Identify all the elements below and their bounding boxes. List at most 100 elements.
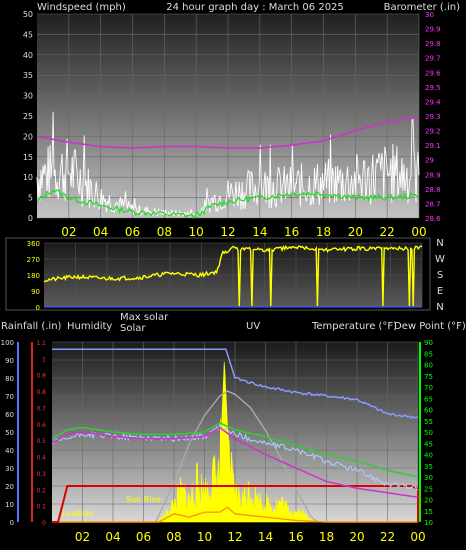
direction-tick-label: 180 — [27, 272, 40, 280]
max-solar-label: Max solar — [120, 312, 169, 323]
windspeed-axis-label: Windspeed (mph) — [37, 2, 126, 13]
windspeed-tick-label: 0 — [28, 214, 33, 223]
windspeed-tick-label: 40 — [23, 51, 33, 60]
windspeed-tick-label: 10 — [23, 173, 33, 182]
humidity-axis-label: Humidity — [67, 321, 112, 332]
compass-label: S — [437, 270, 443, 281]
rainfall-tick-label: 1 — [42, 356, 46, 363]
rainfall-tick-label: 0.2 — [36, 487, 46, 494]
hour-tick-label: 02 — [75, 530, 90, 544]
humidity-tick-label: 0 — [10, 519, 14, 527]
compass-label: W — [435, 254, 445, 265]
hour-tick-label: 22 — [380, 530, 395, 544]
barometer-tick-label: 29.8 — [425, 40, 441, 48]
temperature-line — [51, 422, 419, 478]
humidity-tick-label: 10 — [5, 501, 14, 509]
temperature-tick-label: 55 — [424, 418, 433, 426]
windspeed-tick-label: 45 — [23, 30, 33, 39]
barometer-tick-label: 28.9 — [425, 171, 441, 179]
temperature-tick-label: 90 — [424, 339, 433, 347]
wind-series — [36, 111, 420, 220]
direction-gridlines — [44, 242, 423, 308]
temperature-axis-label: Temperature (°F) — [311, 321, 397, 332]
temperature-tick-label: 35 — [424, 463, 433, 471]
hour-tick-label: 06 — [136, 530, 151, 544]
direction-series — [43, 244, 423, 307]
hour-tick-label: 16 — [284, 225, 299, 239]
dew-point-line — [51, 426, 419, 499]
rainfall-tick-label: 0 — [42, 520, 46, 527]
barometer-tick-label: 29.4 — [425, 98, 441, 106]
compass-label: N — [436, 238, 443, 249]
barometer-tick-label: 29.5 — [425, 84, 441, 92]
windspeed-tick-label: 35 — [23, 71, 33, 80]
rainfall-tick-label: 0.5 — [36, 438, 46, 445]
wind-axis-ticks: 0 5 10 15 20 25 30 35 40 45 50 02 04 06 08 10 12 14 16 18 20… — [23, 10, 441, 239]
direction-tick-label: 270 — [27, 256, 40, 264]
hour-tick-label: 22 — [380, 225, 395, 239]
temperature-tick-label: 15 — [424, 508, 433, 516]
temperature-tick-label: 70 — [424, 384, 433, 392]
hour-tick-label: 16 — [288, 530, 303, 544]
rainfall-axis-label: Rainfall (.in) — [1, 321, 62, 332]
humidity-line — [52, 348, 419, 419]
temperature-tick-label: 45 — [424, 440, 433, 448]
hour-tick-label: 04 — [93, 225, 108, 239]
barometer-tick-label: 28.8 — [425, 186, 441, 194]
temperature-tick-label: 85 — [424, 350, 433, 358]
humidity-tick-label: 90 — [5, 357, 14, 365]
humidity-tick-label: 80 — [5, 375, 14, 383]
windspeed-line — [36, 111, 420, 218]
barometer-line — [36, 116, 420, 149]
sunrise-annotation: Sun Rise — [126, 495, 161, 504]
hour-tick-label: 20 — [348, 225, 363, 239]
hour-tick-label: 18 — [319, 530, 334, 544]
rainfall-tick-label: 0.8 — [36, 389, 46, 396]
humidity-tick-label: 60 — [5, 411, 14, 419]
uv-line — [52, 506, 418, 523]
barometer-tick-label: 30 — [425, 11, 434, 19]
temperature-tick-label: 65 — [424, 395, 433, 403]
windspeed-tick-label: 25 — [23, 112, 33, 121]
hour-tick-label: 10 — [189, 225, 204, 239]
weather-series — [51, 348, 419, 523]
hour-tick-label: 04 — [105, 530, 120, 544]
solar-label: Solar — [120, 323, 146, 334]
barometer-tick-label: 29.9 — [425, 26, 441, 34]
hour-tick-label: 00 — [410, 530, 425, 544]
graph-title: 24 hour graph day : March 06 2025 — [166, 2, 344, 13]
humidity-tick-label: 20 — [5, 483, 14, 491]
rainfall-line — [52, 485, 419, 523]
temperature-tick-label: 50 — [424, 429, 433, 437]
hour-tick-label: 12 — [227, 530, 242, 544]
max-solar-line — [155, 390, 318, 523]
temperature-tick-label: 75 — [424, 373, 433, 381]
barometer-tick-label: 29.1 — [425, 142, 441, 150]
rainfall-tick-label: 0.6 — [36, 422, 46, 429]
rainfall-tick-label: 0.7 — [36, 405, 46, 412]
direction-tick-label: 360 — [27, 240, 40, 248]
rainfall-tick-label: 0.9 — [36, 373, 46, 380]
humidity-tick-label: 50 — [5, 429, 14, 437]
lowtide-annotation: Lowtide — [62, 509, 93, 518]
compass-label: N — [436, 302, 443, 313]
barometer-tick-label: 29.6 — [425, 69, 441, 77]
barometer-tick-label: 29.3 — [425, 113, 441, 121]
temperature-tick-label: 20 — [424, 497, 433, 505]
windspeed-tick-label: 50 — [23, 10, 33, 19]
humidity-tick-label: 40 — [5, 447, 14, 455]
rainfall-tick-label: 0.4 — [36, 455, 46, 462]
humidity-tick-label: 100 — [1, 339, 14, 347]
windspeed-tick-label: 30 — [23, 92, 33, 101]
direction-tick-label: 0 — [36, 304, 40, 312]
hour-tick-label: 00 — [411, 225, 426, 239]
hour-tick-label: 02 — [61, 225, 76, 239]
rainfall-tick-label: 0.1 — [36, 504, 46, 511]
humidity-tick-label: 30 — [5, 465, 14, 473]
barometer-tick-label: 28.6 — [425, 215, 441, 223]
direction-tick-label: 90 — [31, 288, 40, 296]
barometer-axis-label: Barometer (.in) — [384, 2, 460, 13]
